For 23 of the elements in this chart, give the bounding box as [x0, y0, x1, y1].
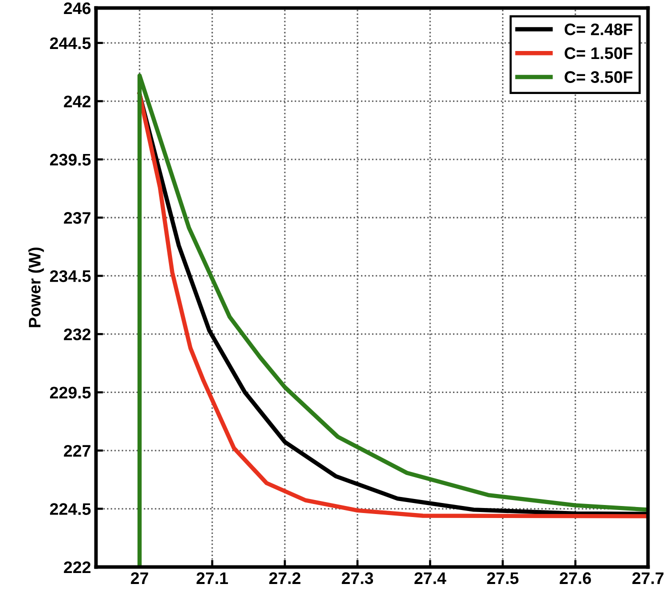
y-tick-label: 224.5 — [50, 503, 91, 515]
x-tick-label: 27 — [130, 572, 148, 584]
legend-label: C= 2.48F — [564, 23, 632, 36]
x-tick-label: 27.5 — [487, 572, 518, 584]
x-tick-label: 27.6 — [560, 572, 591, 584]
x-tick-label: 27.1 — [196, 572, 228, 584]
x-tick-label: 27.7 — [632, 572, 664, 584]
legend-label: C= 3.50F — [564, 71, 632, 84]
y-tick-label: 222 — [64, 561, 90, 574]
y-tick-label: 232 — [64, 328, 90, 340]
y-tick-label: 244.5 — [50, 37, 91, 50]
y-tick-label: 246 — [64, 2, 91, 14]
y-axis-title: Power (W) — [28, 248, 44, 328]
x-tick-label: 27.3 — [342, 572, 374, 584]
y-tick-label: 229.5 — [50, 386, 91, 399]
y-tick-label: 239.5 — [50, 154, 91, 166]
y-tick-label: 237 — [64, 212, 90, 224]
x-tick-label: 27.4 — [414, 572, 446, 584]
y-tick-label: 234.5 — [50, 270, 91, 282]
y-tick-label: 242 — [64, 96, 90, 108]
x-tick-label: 27.2 — [269, 572, 300, 584]
y-tick-label: 227 — [64, 444, 90, 457]
legend-label: C= 1.50F — [564, 47, 632, 60]
